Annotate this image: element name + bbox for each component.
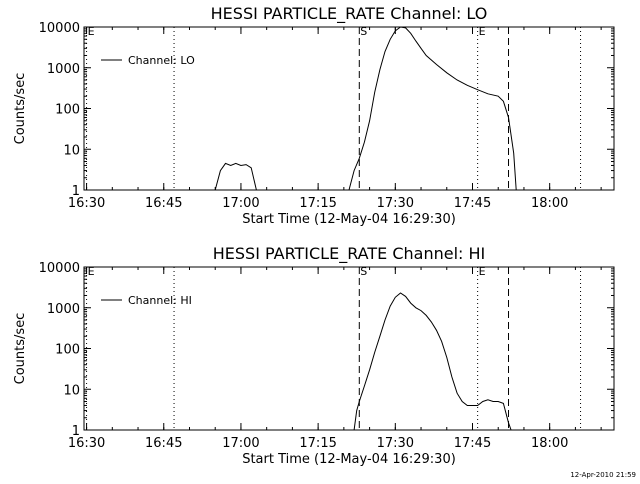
panel-2-xlabel: Start Time (12-May-04 16:29:30) bbox=[242, 452, 456, 467]
panel-1-xtick-label-2: 17:00 bbox=[222, 196, 259, 211]
panel-1-xlabel: Start Time (12-May-04 16:29:30) bbox=[242, 212, 456, 227]
panel-1-ytick-label-4: 10000 bbox=[39, 21, 80, 36]
panel-2-xtick-label-4: 17:30 bbox=[377, 436, 414, 451]
panel-1-frame bbox=[83, 26, 615, 191]
panel-2-ytick-label-2: 100 bbox=[55, 343, 80, 358]
panel-1-xtick-label-4: 17:30 bbox=[377, 196, 414, 211]
panel-2-frame bbox=[83, 266, 615, 431]
panel-2-ytick-label-1: 10 bbox=[63, 383, 80, 398]
panel-1-marker-label-3: E bbox=[479, 25, 486, 38]
panel-1-series-0-segment-1 bbox=[348, 26, 517, 191]
panel-1-ytick-label-3: 1000 bbox=[47, 62, 80, 77]
panel-1-ylabel: Counts/sec bbox=[13, 73, 28, 145]
panel-1-legend-label: Channel: LO bbox=[128, 54, 195, 67]
panel-1-ytick-label-0: 1 bbox=[72, 184, 80, 199]
panel-2-ylabel: Counts/sec bbox=[13, 313, 28, 385]
panel-2-legend-label: Channel: HI bbox=[128, 294, 192, 307]
panel-1-series-0-segment-0 bbox=[214, 162, 257, 191]
panel-1-xtick-label-3: 17:15 bbox=[299, 196, 336, 211]
panel-2-ytick-label-3: 1000 bbox=[47, 302, 80, 317]
panel-2-xtick-label-2: 17:00 bbox=[222, 436, 259, 451]
panel-2-marker-label-0: E bbox=[88, 265, 95, 278]
panel-2-xtick-label-1: 16:45 bbox=[145, 436, 182, 451]
panel-2-xtick-label-6: 18:00 bbox=[531, 436, 568, 451]
panel-1-marker-label-0: E bbox=[88, 25, 95, 38]
panel-1-xtick-label-1: 16:45 bbox=[145, 196, 182, 211]
panel-1-marker-label-2: S bbox=[360, 25, 367, 38]
panel-2-ytick-label-4: 10000 bbox=[39, 261, 80, 276]
panel-1-xtick-label-6: 18:00 bbox=[531, 196, 568, 211]
panel-2-marker-label-3: E bbox=[479, 265, 486, 278]
panel-2-series-0-segment-0 bbox=[353, 292, 512, 431]
panel-2-xtick-label-5: 17:45 bbox=[454, 436, 491, 451]
panel-1-ytick-label-1: 10 bbox=[63, 143, 80, 158]
panel-2-title: HESSI PARTICLE_RATE Channel: HI bbox=[213, 244, 486, 264]
panel-2-xtick-label-0: 16:30 bbox=[68, 436, 105, 451]
panel-2-xtick-label-3: 17:15 bbox=[299, 436, 336, 451]
panel-1-xtick-label-0: 16:30 bbox=[68, 196, 105, 211]
panel-2-ytick-label-0: 1 bbox=[72, 424, 80, 439]
timestamp: 12-Apr-2010 21:59 bbox=[570, 471, 636, 479]
panel-1-title: HESSI PARTICLE_RATE Channel: LO bbox=[211, 4, 488, 24]
panel-2-marker-label-2: S bbox=[360, 265, 367, 278]
panel-1-ytick-label-2: 100 bbox=[55, 103, 80, 118]
panel-1-xtick-label-5: 17:45 bbox=[454, 196, 491, 211]
